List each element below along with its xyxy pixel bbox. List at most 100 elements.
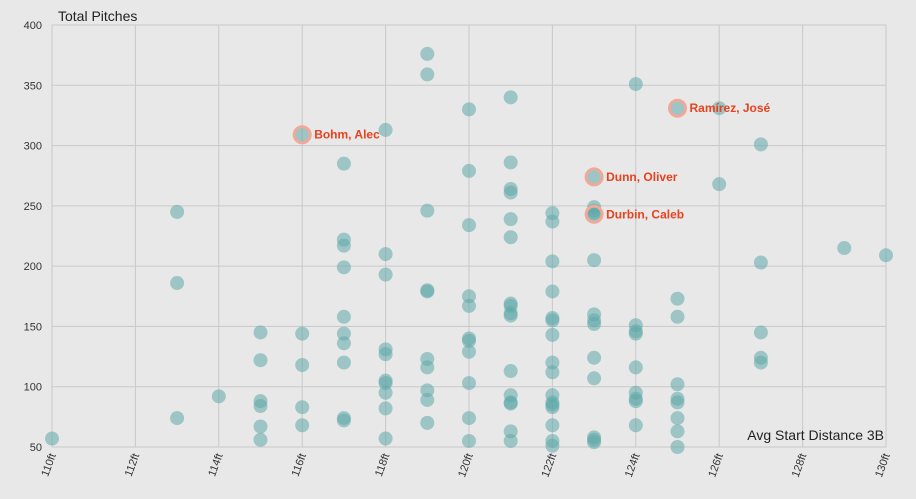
- data-point: [211, 389, 226, 404]
- data-point: [587, 317, 602, 332]
- data-point: [753, 255, 768, 270]
- data-point: [295, 326, 310, 341]
- data-point: [628, 77, 643, 92]
- data-point: [545, 400, 560, 415]
- data-point: [628, 394, 643, 409]
- data-point: [879, 248, 893, 263]
- data-point: [628, 326, 643, 341]
- data-point: [378, 385, 393, 400]
- data-point: [587, 435, 602, 450]
- data-point: [420, 284, 435, 299]
- highlight-label: Bohm, Alec: [314, 128, 380, 142]
- data-point: [628, 360, 643, 375]
- y-tick-label: 350: [24, 80, 42, 92]
- data-point: [753, 325, 768, 340]
- y-tick-label: 200: [24, 261, 42, 273]
- data-point: [712, 101, 727, 116]
- y-tick-label: 150: [24, 321, 42, 333]
- highlight-ring: [584, 204, 604, 224]
- data-point: [503, 155, 518, 170]
- data-point: [295, 400, 310, 415]
- data-point: [503, 90, 518, 105]
- data-point: [587, 371, 602, 386]
- data-point: [295, 358, 310, 373]
- data-point: [336, 413, 351, 428]
- data-point: [545, 327, 560, 342]
- data-point: [378, 401, 393, 416]
- data-point: [753, 355, 768, 370]
- data-point: [253, 432, 268, 447]
- data-point: [503, 185, 518, 200]
- data-point: [587, 350, 602, 365]
- data-point: [170, 411, 185, 426]
- data-point: [753, 137, 768, 152]
- highlight-point: [587, 207, 602, 222]
- y-tick-label: 400: [24, 20, 42, 32]
- data-point: [253, 419, 268, 434]
- data-point: [45, 431, 59, 446]
- data-point: [420, 392, 435, 407]
- data-point: [503, 424, 518, 439]
- data-point: [170, 204, 185, 219]
- data-point: [378, 376, 393, 391]
- data-point: [462, 433, 476, 448]
- data-point: [670, 411, 685, 426]
- data-point: [462, 102, 476, 117]
- x-axis-title: Avg Start Distance 3B: [747, 427, 884, 443]
- data-point: [503, 230, 518, 245]
- data-point: [462, 333, 476, 348]
- data-point: [670, 424, 685, 439]
- data-point: [336, 326, 351, 341]
- data-point: [503, 396, 518, 411]
- highlight-ring: [584, 167, 604, 187]
- highlight-label: Ramírez, José: [690, 101, 771, 115]
- highlight-ring: [292, 125, 312, 145]
- data-point: [420, 383, 435, 398]
- data-point: [545, 418, 560, 433]
- y-tick-label: 250: [24, 201, 42, 213]
- data-point: [670, 395, 685, 410]
- data-point: [462, 289, 476, 304]
- data-point: [545, 365, 560, 380]
- data-point: [336, 336, 351, 351]
- data-point: [378, 247, 393, 262]
- data-point: [670, 377, 685, 392]
- data-point: [462, 376, 476, 391]
- data-point: [670, 440, 685, 454]
- data-point: [378, 267, 393, 282]
- y-tick-label: 50: [30, 442, 42, 454]
- data-point: [503, 308, 518, 323]
- data-point: [420, 360, 435, 375]
- data-point: [378, 431, 393, 446]
- data-point: [253, 353, 268, 368]
- data-point: [670, 309, 685, 324]
- data-point: [837, 241, 852, 256]
- data-point: [545, 214, 560, 229]
- data-point: [545, 284, 560, 299]
- data-point: [462, 298, 476, 313]
- data-point: [336, 355, 351, 370]
- data-point: [545, 438, 560, 453]
- grid-layer: [51, 24, 887, 448]
- data-point: [545, 313, 560, 328]
- data-point: [336, 260, 351, 275]
- y-tick-label: 100: [24, 382, 42, 394]
- y-tick-label: 300: [24, 141, 42, 153]
- data-point: [336, 156, 351, 171]
- data-point: [503, 212, 518, 227]
- highlight-point: [295, 127, 310, 142]
- point-layer: [45, 46, 893, 454]
- data-point: [378, 347, 393, 362]
- highlight-label: Dunn, Oliver: [606, 170, 678, 184]
- data-point: [420, 67, 435, 82]
- data-point: [420, 203, 435, 218]
- highlight-point: [670, 101, 685, 116]
- data-point: [170, 276, 185, 291]
- data-point: [336, 309, 351, 324]
- data-point: [420, 46, 435, 61]
- data-point: [503, 364, 518, 379]
- data-point: [587, 253, 602, 268]
- highlight-ring: [668, 98, 687, 118]
